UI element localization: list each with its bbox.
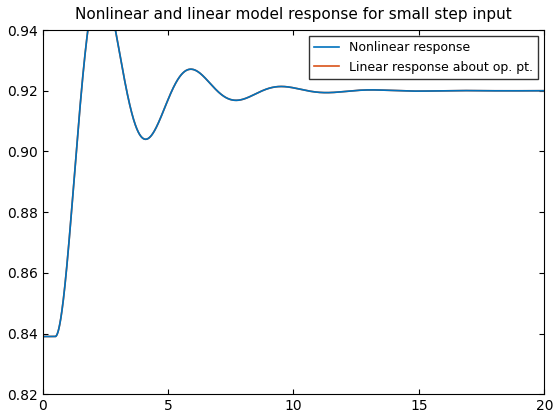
- Title: Nonlinear and linear model response for small step input: Nonlinear and linear model response for …: [75, 7, 512, 22]
- Nonlinear response: [366, 87, 372, 92]
- Nonlinear response: [231, 98, 238, 103]
- Nonlinear response: [340, 89, 347, 94]
- Linear response about op. pt.: [541, 88, 548, 93]
- Nonlinear response: [452, 88, 459, 93]
- Legend: Nonlinear response, Linear response about op. pt.: Nonlinear response, Linear response abou…: [309, 36, 538, 79]
- Line: Linear response about op. pt.: Linear response about op. pt.: [43, 0, 544, 336]
- Nonlinear response: [414, 89, 421, 94]
- Nonlinear response: [39, 334, 46, 339]
- Linear response about op. pt.: [366, 87, 372, 92]
- Nonlinear response: [541, 88, 548, 93]
- Linear response about op. pt.: [340, 89, 347, 94]
- Linear response about op. pt.: [414, 89, 421, 94]
- Linear response about op. pt.: [231, 98, 238, 103]
- Linear response about op. pt.: [130, 118, 137, 123]
- Nonlinear response: [130, 118, 137, 123]
- Linear response about op. pt.: [39, 334, 46, 339]
- Linear response about op. pt.: [452, 88, 459, 93]
- Line: Nonlinear response: Nonlinear response: [43, 0, 544, 336]
